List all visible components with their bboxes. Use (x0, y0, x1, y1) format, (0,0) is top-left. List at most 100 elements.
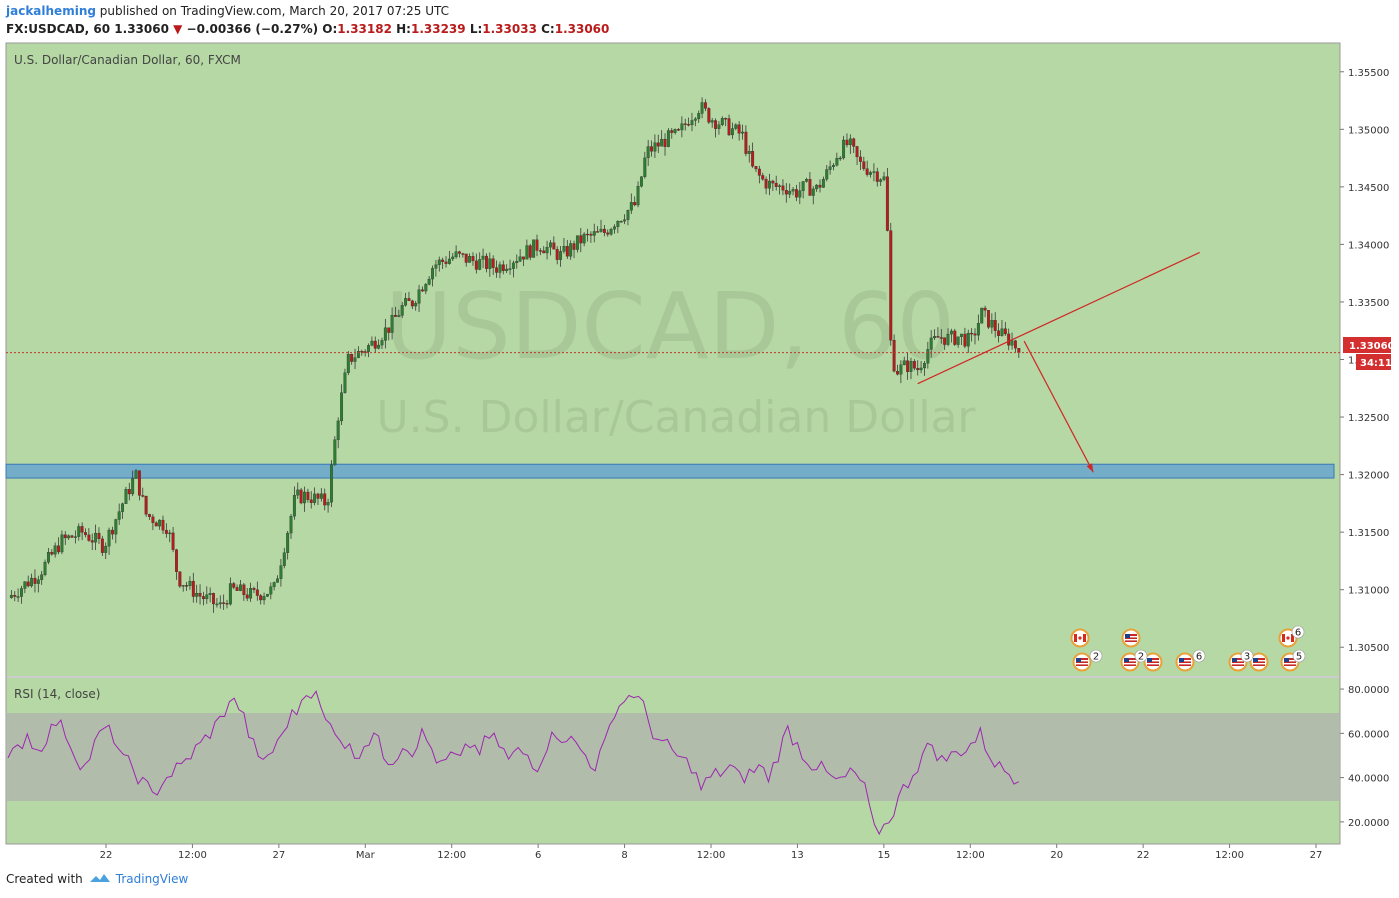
candle-body (249, 588, 253, 599)
candle-body (121, 503, 125, 512)
candle-body (70, 535, 74, 538)
price-axis-label: 1.31500 (1348, 528, 1389, 539)
economic-events[interactable]: 2 2 6 3 6 5 (1070, 625, 1306, 672)
svg-text:6: 6 (1295, 628, 1301, 639)
candle-body (367, 345, 370, 352)
candle-body (117, 511, 121, 520)
candle-body (734, 124, 738, 129)
candle-body (791, 189, 795, 192)
candle-body (818, 184, 822, 188)
candle-body (609, 229, 613, 235)
price-axis-label: 1.32500 (1348, 413, 1389, 424)
candle-body (232, 583, 236, 588)
candle-body (660, 138, 664, 147)
down-arrow-icon: ▼ (173, 22, 183, 36)
candlestick-series[interactable] (9, 97, 1021, 613)
candle-body (879, 179, 883, 182)
candle-body (77, 526, 81, 537)
candle-body (97, 532, 101, 540)
candle-body (569, 243, 573, 257)
candle-body (43, 561, 47, 575)
candle-body (508, 268, 512, 270)
time-axis-label: 20 (1050, 850, 1063, 861)
candle-body (316, 493, 320, 499)
candle-body (330, 464, 333, 503)
candle-body (966, 332, 970, 347)
event-flag-us[interactable] (1175, 652, 1195, 672)
publish-info: jackalheming published on TradingView.co… (6, 4, 449, 18)
candle-body (865, 168, 869, 175)
candle-body (498, 264, 502, 273)
candle-body (191, 580, 195, 597)
candle-body (744, 131, 748, 154)
candle-body (488, 258, 492, 269)
candle-body (292, 495, 296, 517)
candle-body (798, 190, 802, 198)
candle-body (737, 124, 741, 134)
candle-body (862, 161, 866, 169)
candle-body (340, 392, 344, 422)
candle-body (872, 171, 876, 173)
event-flag-us[interactable] (1143, 652, 1163, 672)
high-value: 1.33239 (410, 22, 466, 36)
time-axis[interactable]: 22 12:00 27 Mar 12:00 6 8 12:00 13 15 12:00 20 22 12:… (100, 844, 1323, 861)
event-flag-us[interactable] (1249, 652, 1269, 672)
candle-body (319, 493, 323, 499)
candle-body (447, 258, 451, 264)
event-flag-us[interactable] (1121, 628, 1141, 648)
candle-body (764, 179, 768, 189)
candle-body (407, 298, 411, 302)
event-flag-ca[interactable] (1070, 628, 1090, 648)
price-axis-label: 1.34500 (1348, 183, 1389, 194)
candle-body (313, 493, 317, 503)
candle-body (100, 538, 104, 553)
candle-body (394, 315, 397, 317)
candle-body (592, 231, 596, 236)
event-flag-us[interactable] (1120, 652, 1140, 672)
candle-body (380, 340, 384, 346)
candle-body (23, 581, 27, 589)
candle-body (673, 129, 677, 133)
time-axis-label: 12:00 (1215, 850, 1244, 861)
candle-body (599, 228, 603, 232)
price-tag-text: 1.33060 (1349, 341, 1395, 352)
candle-body (549, 242, 552, 248)
tradingview-logo[interactable]: TradingView (89, 872, 188, 886)
candle-body (821, 179, 825, 188)
author-link[interactable]: jackalheming (6, 4, 96, 18)
candle-body (286, 532, 290, 553)
candle-body (404, 298, 408, 306)
candle-body (94, 532, 98, 543)
arrow-drawing[interactable] (1023, 340, 1094, 473)
candle-body (73, 536, 77, 538)
price-axis-label: 1.31000 (1348, 586, 1389, 597)
candle-body (980, 307, 984, 324)
candle-body (40, 574, 44, 580)
candle-body (333, 439, 337, 466)
candle-body (144, 495, 148, 515)
main-pane-background (6, 43, 1340, 676)
candle-body (272, 582, 276, 587)
candle-body (828, 166, 832, 170)
price-axis-label: 1.33500 (1348, 298, 1389, 309)
candle-body (356, 351, 360, 358)
candle-body (26, 581, 30, 587)
rsi-axis[interactable]: 80.0000 60.0000 40.0000 20.0000 (1340, 685, 1389, 829)
support-zone-rectangle[interactable] (5, 463, 1335, 479)
time-axis-label: 13 (791, 850, 804, 861)
price-axis-label: 1.35000 (1348, 125, 1389, 136)
candle-body (808, 179, 812, 196)
trendline-drawing[interactable] (917, 251, 1200, 385)
rsi-line[interactable] (7, 690, 1020, 836)
svg-text:2: 2 (1138, 652, 1144, 663)
low-value: 1.33033 (482, 22, 537, 36)
candle-body (303, 491, 306, 504)
candle-body (552, 242, 556, 250)
candle-body (670, 130, 674, 133)
candle-body (360, 351, 364, 353)
countdown-tag-text: 34:11 (1360, 358, 1392, 369)
rsi-axis-label: 80.0000 (1348, 685, 1389, 696)
candle-body (154, 522, 158, 527)
event-flag-us[interactable] (1072, 652, 1092, 672)
